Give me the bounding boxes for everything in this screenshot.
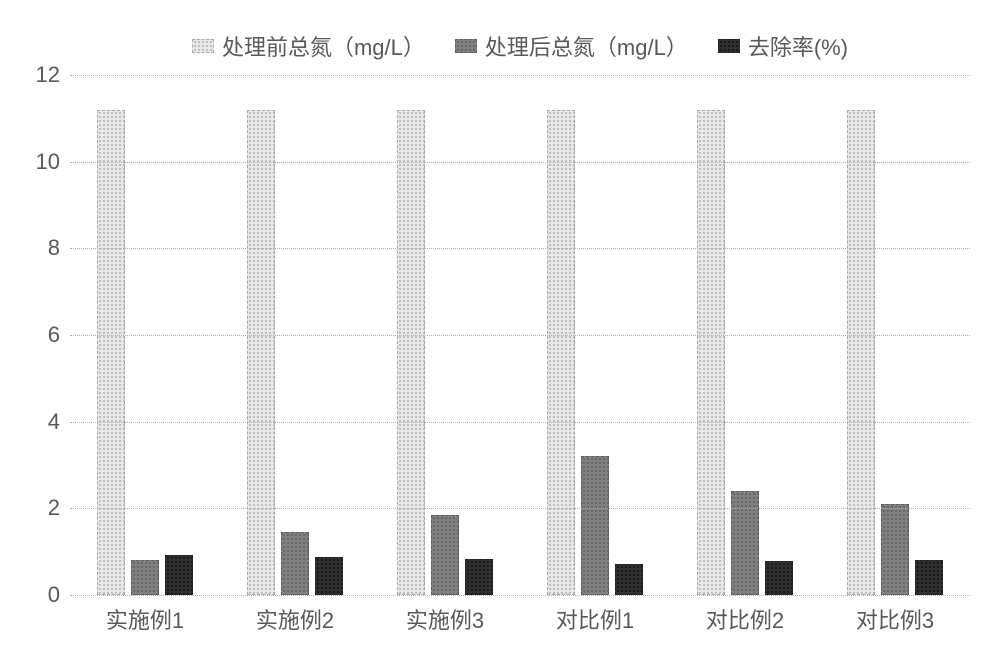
- bar-removal: [165, 555, 193, 595]
- grid-line: [70, 595, 970, 596]
- bar-before: [97, 110, 125, 595]
- bar-removal: [465, 559, 493, 595]
- bar-removal: [915, 560, 943, 595]
- x-tick-label: 对比例2: [670, 603, 820, 635]
- bar-after: [431, 515, 459, 595]
- grid-line: [70, 248, 970, 249]
- legend-swatch-removal-icon: [718, 39, 740, 53]
- legend-item-removal: 去除率(%): [718, 30, 848, 62]
- chart-container: 处理前总氮（mg/L） 处理后总氮（mg/L） 去除率(%) 024681012…: [0, 0, 1000, 655]
- legend-label-before: 处理前总氮（mg/L）: [222, 30, 425, 62]
- y-tick-label: 2: [30, 495, 60, 521]
- y-tick-label: 6: [30, 322, 60, 348]
- plot-area: 024681012: [70, 75, 970, 595]
- grid-line: [70, 508, 970, 509]
- x-tick-label: 实施例2: [220, 603, 370, 635]
- grid-line: [70, 75, 970, 76]
- legend-label-removal: 去除率(%): [748, 30, 848, 62]
- y-tick-label: 0: [30, 582, 60, 608]
- bar-before: [547, 110, 575, 595]
- x-tick-label: 对比例1: [520, 603, 670, 635]
- bar-removal: [315, 557, 343, 595]
- grid-line: [70, 422, 970, 423]
- grid-line: [70, 335, 970, 336]
- legend-item-before: 处理前总氮（mg/L）: [192, 30, 425, 62]
- y-tick-label: 10: [30, 149, 60, 175]
- bar-after: [731, 491, 759, 595]
- grid-line: [70, 162, 970, 163]
- y-tick-label: 12: [30, 62, 60, 88]
- legend-item-after: 处理后总氮（mg/L）: [455, 30, 688, 62]
- bar-removal: [765, 561, 793, 595]
- bar-after: [131, 560, 159, 595]
- x-tick-label: 实施例3: [370, 603, 520, 635]
- bar-after: [881, 504, 909, 595]
- y-tick-label: 8: [30, 235, 60, 261]
- y-tick-label: 4: [30, 409, 60, 435]
- legend-swatch-after-icon: [455, 39, 477, 53]
- x-tick-label: 实施例1: [70, 603, 220, 635]
- bar-before: [247, 110, 275, 595]
- bar-before: [397, 110, 425, 595]
- bar-before: [697, 110, 725, 595]
- bar-removal: [615, 564, 643, 595]
- x-axis-labels: 实施例1实施例2实施例3对比例1对比例2对比例3: [70, 603, 970, 635]
- legend-swatch-before-icon: [192, 39, 214, 53]
- legend: 处理前总氮（mg/L） 处理后总氮（mg/L） 去除率(%): [70, 20, 970, 82]
- bar-after: [581, 456, 609, 595]
- bar-after: [281, 532, 309, 595]
- bar-before: [847, 110, 875, 595]
- legend-label-after: 处理后总氮（mg/L）: [485, 30, 688, 62]
- x-tick-label: 对比例3: [820, 603, 970, 635]
